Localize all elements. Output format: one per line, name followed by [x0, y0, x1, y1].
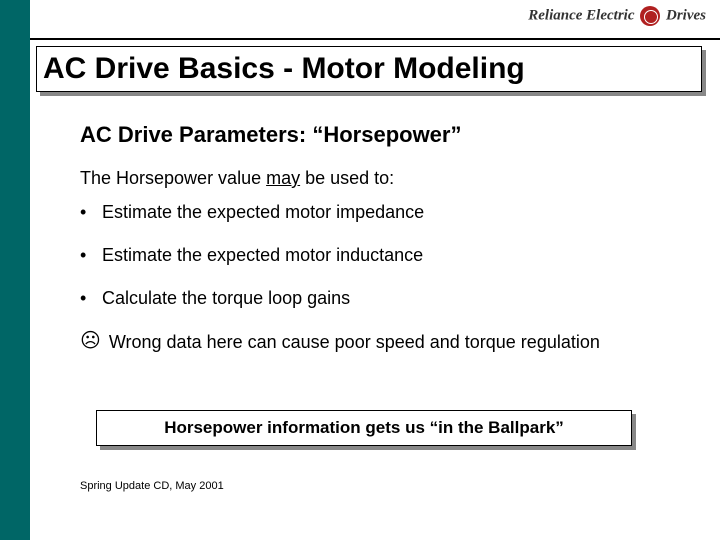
callout-front: Horsepower information gets us “in the B… — [96, 410, 632, 446]
top-rule — [30, 38, 720, 40]
list-item: Estimate the expected motor impedance — [80, 202, 680, 223]
warning-text: Wrong data here can cause poor speed and… — [109, 330, 600, 354]
brand-logo: Reliance Electric Drives — [528, 6, 706, 26]
page-title: AC Drive Basics - Motor Modeling — [43, 52, 525, 86]
brand-left: Reliance Electric — [528, 7, 634, 23]
subtitle: AC Drive Parameters: “Horsepower” — [80, 122, 461, 148]
callout-box: Horsepower information gets us “in the B… — [96, 410, 636, 450]
intro-prefix: The Horsepower value — [80, 168, 266, 188]
intro-line: The Horsepower value may be used to: — [80, 168, 394, 189]
intro-suffix: be used to: — [300, 168, 394, 188]
footer-text: Spring Update CD, May 2001 — [80, 480, 224, 492]
brand-badge-icon — [640, 6, 660, 26]
list-item: Estimate the expected motor inductance — [80, 245, 680, 266]
list-item: Calculate the torque loop gains — [80, 288, 680, 309]
warning-line: ☹ Wrong data here can cause poor speed a… — [80, 330, 680, 354]
title-front: AC Drive Basics - Motor Modeling — [36, 46, 702, 92]
bullet-list: Estimate the expected motor impedance Es… — [80, 202, 680, 331]
sad-face-icon: ☹ — [80, 330, 101, 354]
callout-text: Horsepower information gets us “in the B… — [164, 418, 564, 438]
brand-right: Drives — [666, 7, 706, 23]
title-box: AC Drive Basics - Motor Modeling — [36, 46, 706, 96]
intro-underlined: may — [266, 168, 300, 188]
sidebar-accent — [0, 0, 30, 540]
